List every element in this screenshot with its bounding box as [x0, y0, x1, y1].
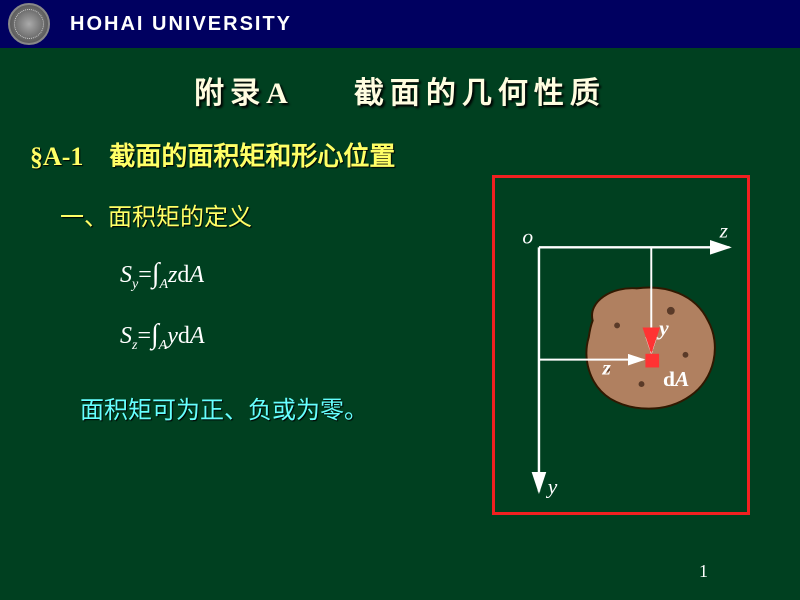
z-axis-label: z — [719, 219, 729, 243]
dA-label: dA — [663, 367, 689, 391]
diagram-frame: o z y y z dA — [492, 175, 750, 515]
y-axis-label: y — [546, 474, 558, 498]
inner-z-label: z — [601, 355, 611, 379]
main-title-left: 附录A — [194, 77, 294, 110]
section-title: §A-1 截面的面积矩和形心位置 — [30, 136, 800, 173]
university-name: HOHAI UNIVERSITY — [70, 13, 292, 36]
header: HOHAI UNIVERSITY — [0, 0, 800, 48]
page-number: 1 — [699, 561, 708, 582]
origin-label: o — [522, 224, 533, 248]
main-title-right: 截面的几何性质 — [354, 77, 606, 110]
main-title: 附录A 截面的几何性质 — [0, 68, 800, 112]
dA-marker — [645, 354, 659, 368]
diagram: o z y y z dA — [495, 178, 747, 512]
university-logo — [8, 3, 50, 45]
